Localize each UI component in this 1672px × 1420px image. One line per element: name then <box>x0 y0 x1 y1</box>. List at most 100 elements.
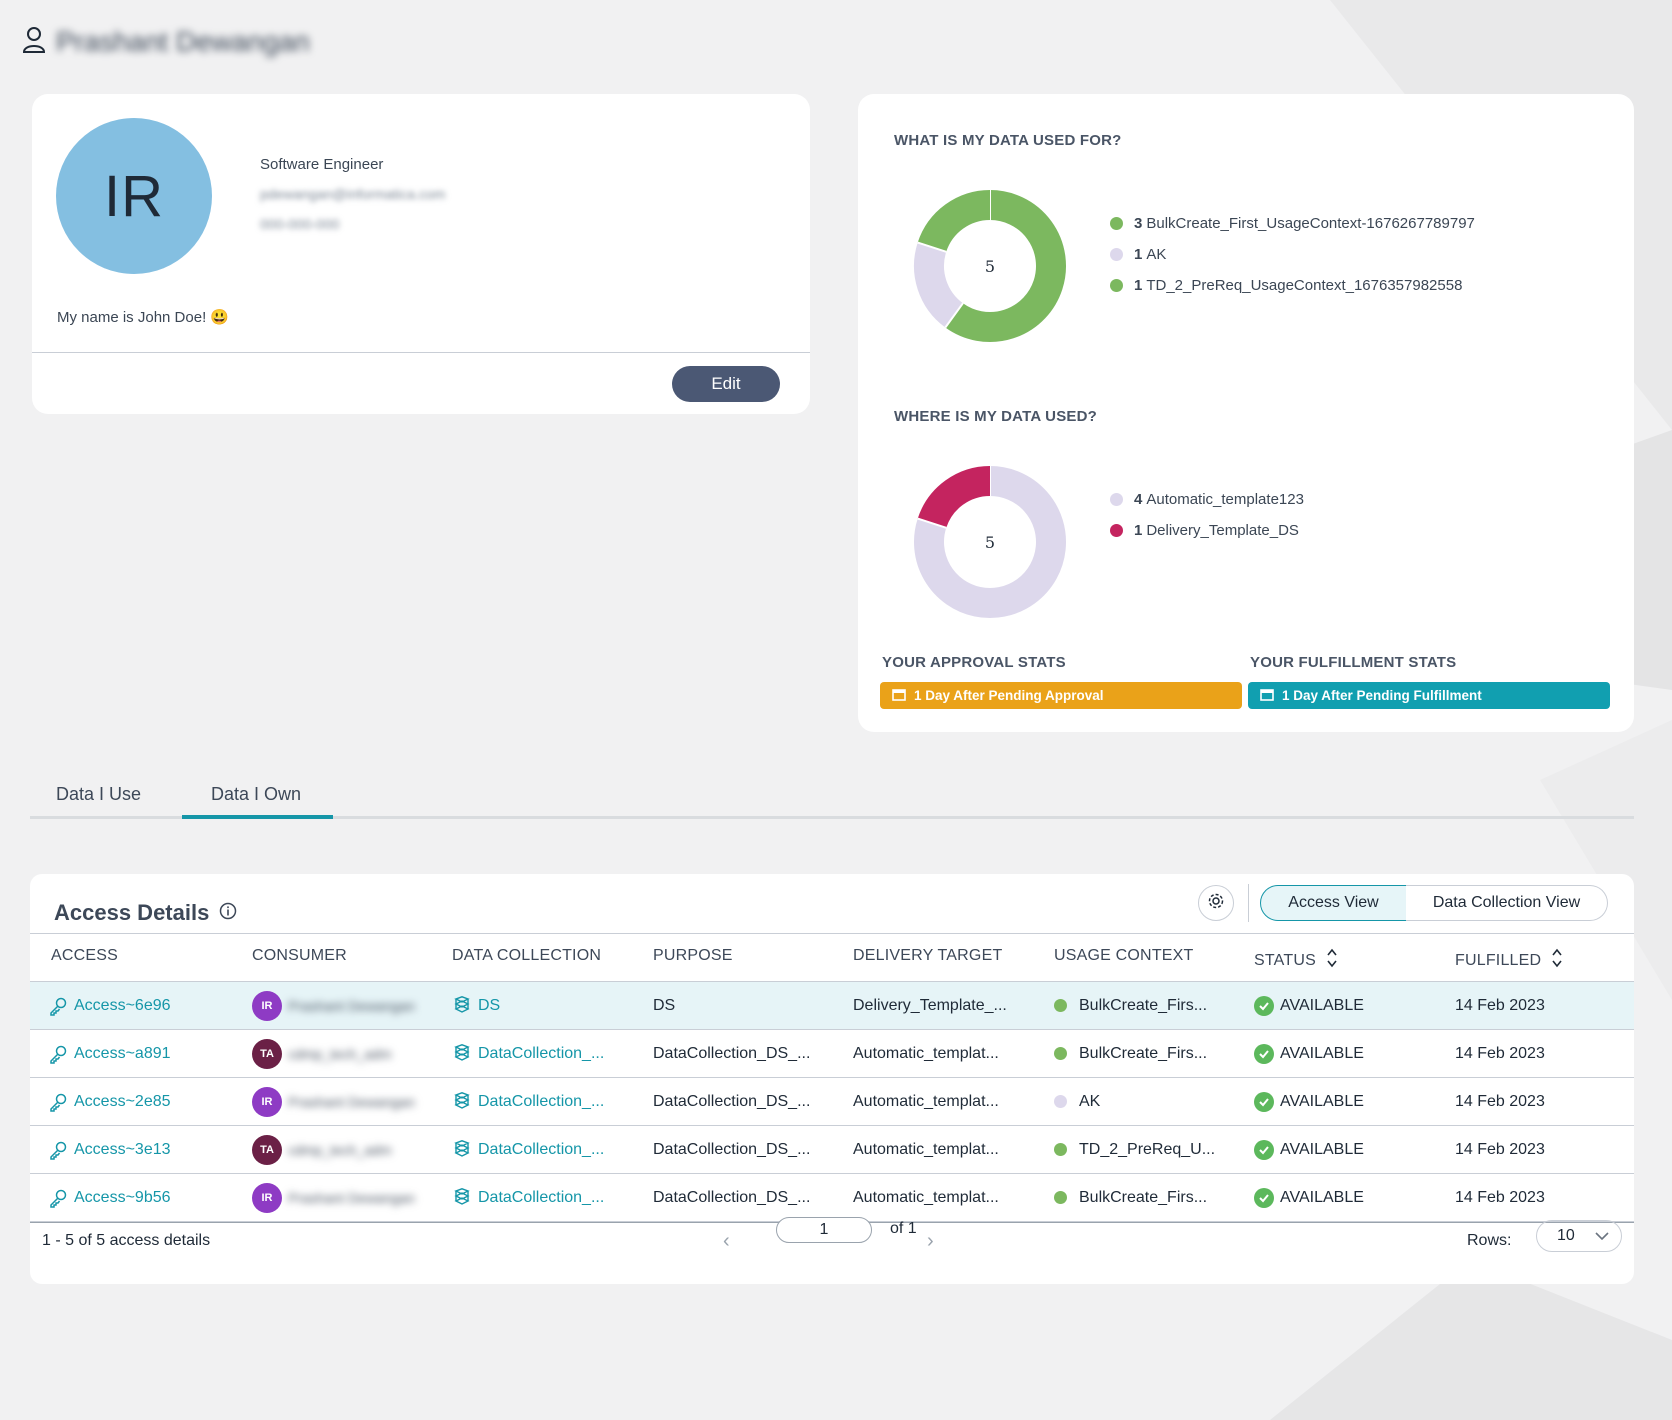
status-label: AVAILABLE <box>1280 1140 1364 1158</box>
donut-segment-separator <box>917 517 947 529</box>
sort-icon[interactable] <box>1326 947 1338 974</box>
check-circle-icon <box>1254 1139 1274 1160</box>
donut-segment[interactable] <box>917 190 991 253</box>
calendar-icon <box>892 688 906 704</box>
data-collection-link[interactable]: DataCollection_... <box>478 1188 605 1206</box>
fulfilled-cell: 14 Feb 2023 <box>1455 1188 1545 1206</box>
consumer-cell: TA cdmp_tech_adm <box>252 1126 392 1173</box>
stats-card: WHAT IS MY DATA USED FOR? 5 3 BulkCreate_… <box>858 94 1634 732</box>
toolbar-separator <box>1248 884 1249 922</box>
tab-data-i-own[interactable]: Data I Own <box>211 784 302 804</box>
table-row[interactable]: Access~6e96 IR Prashant Dewangan DS DS Delive… <box>30 982 1634 1030</box>
usage-context-cell: BulkCreate_Firs... <box>1054 982 1207 1029</box>
data-collection-link[interactable]: DS <box>478 996 501 1014</box>
legend-item[interactable]: 1 Delivery_Template_DS <box>1110 515 1304 546</box>
used-for-donut: 5 <box>914 190 1066 342</box>
page-count: of 1 <box>890 1220 917 1237</box>
legend-label: Delivery_Template_DS <box>1146 522 1299 539</box>
data-collection-cell[interactable]: DataCollection_... <box>452 1174 604 1221</box>
donut-segment[interactable] <box>917 466 991 529</box>
consumer-name: Prashant Dewangan <box>288 1189 415 1206</box>
column-header-data-collection: DATA COLLECTION <box>452 947 602 964</box>
column-header-status: STATUS <box>1254 951 1316 969</box>
page-number-input[interactable] <box>776 1217 872 1243</box>
legend-item[interactable]: 3 BulkCreate_First_UsageContext-167626778… <box>1110 208 1475 239</box>
access-cell[interactable]: Access~9b56 <box>48 1174 171 1221</box>
status-cell: AVAILABLE <box>1254 982 1364 1029</box>
column-header-usage-context: USAGE CONTEXT <box>1054 947 1194 964</box>
usage-context-cell: BulkCreate_Firs... <box>1054 1030 1207 1077</box>
table-row[interactable]: Access~9b56 IR Prashant Dewangan DataCollec… <box>30 1174 1634 1222</box>
status-label: AVAILABLE <box>1280 1092 1364 1110</box>
donut-segment[interactable] <box>945 190 1066 342</box>
status-cell: AVAILABLE <box>1254 1126 1364 1173</box>
info-icon[interactable] <box>219 900 237 926</box>
access-link[interactable]: Access~a891 <box>74 1044 171 1062</box>
data-collection-cell[interactable]: DS <box>452 982 500 1029</box>
header-top-line <box>30 933 1634 934</box>
edit-button[interactable]: Edit <box>672 366 780 402</box>
access-link[interactable]: Access~2e85 <box>74 1092 171 1110</box>
column-header-delivery-target: DELIVERY TARGET <box>853 947 1003 964</box>
column-header-status-wrap[interactable]: STATUS <box>1254 947 1338 974</box>
access-cell[interactable]: Access~a891 <box>48 1030 171 1077</box>
user-icon <box>22 26 46 59</box>
profile-email: pdewangan@informatica.com <box>260 186 446 202</box>
donut-segment[interactable] <box>914 242 964 328</box>
data-collection-view-toggle[interactable]: Data Collection View <box>1406 885 1608 921</box>
usage-context-label: AK <box>1079 1092 1101 1110</box>
used-where-legend: 4 Automatic_template123 1 Delivery_Template… <box>1110 484 1304 546</box>
data-collection-icon <box>452 1043 472 1064</box>
table-row[interactable]: Access~a891 TA cdmp_tech_adm DataCollection… <box>30 1030 1634 1078</box>
next-page-button[interactable]: › <box>927 1230 934 1252</box>
data-collection-link[interactable]: DataCollection_... <box>478 1140 605 1158</box>
legend-item[interactable]: 1 AK <box>1110 239 1475 270</box>
table-row[interactable]: Access~3e13 TA cdmp_tech_adm DataCollection… <box>30 1126 1634 1174</box>
access-link[interactable]: Access~9b56 <box>74 1188 171 1206</box>
column-header-fulfilled: FULFILLED <box>1455 951 1542 969</box>
donut-segment[interactable] <box>914 466 1066 618</box>
approval-badge-label: 1 Day After Pending Approval <box>914 688 1104 703</box>
check-circle-icon <box>1254 1187 1274 1208</box>
header-bottom-line <box>30 981 1634 982</box>
access-view-toggle[interactable]: Access View <box>1260 885 1407 921</box>
access-cell[interactable]: Access~2e85 <box>48 1078 171 1125</box>
column-header-fulfilled-wrap[interactable]: FULFILLED <box>1455 947 1563 974</box>
usage-context-label: BulkCreate_Firs... <box>1079 1188 1208 1206</box>
legend-count: 1 <box>1134 277 1143 294</box>
data-collection-icon <box>452 1091 472 1112</box>
chevron-down-icon <box>1595 1227 1609 1245</box>
status-cell: AVAILABLE <box>1254 1078 1364 1125</box>
data-collection-link[interactable]: DataCollection_... <box>478 1044 605 1062</box>
access-cell[interactable]: Access~3e13 <box>48 1126 171 1173</box>
table-row[interactable]: Access~2e85 IR Prashant Dewangan DataCollec… <box>30 1078 1634 1126</box>
usage-context-dot <box>1054 1047 1067 1060</box>
access-details-title-wrap: Access Details <box>54 900 237 926</box>
legend-item[interactable]: 4 Automatic_template123 <box>1110 484 1304 515</box>
legend-count: 4 <box>1134 491 1143 508</box>
purpose-cell: DataCollection_DS_... <box>653 1140 811 1158</box>
settings-button[interactable] <box>1198 885 1234 921</box>
data-collection-link[interactable]: DataCollection_... <box>478 1092 605 1110</box>
legend-item[interactable]: 1 TD_2_PreReq_UsageContext_1676357982558 <box>1110 270 1475 301</box>
avatar-initials: IR <box>104 163 164 229</box>
avatar: TA <box>252 1038 282 1069</box>
calendar-icon <box>1260 688 1274 704</box>
data-collection-cell[interactable]: DataCollection_... <box>452 1030 604 1077</box>
access-cell[interactable]: Access~6e96 <box>48 982 171 1029</box>
approval-badge[interactable]: 1 Day After Pending Approval <box>880 682 1242 709</box>
access-link[interactable]: Access~3e13 <box>74 1140 171 1158</box>
legend-dot <box>1110 217 1123 230</box>
usage-context-dot <box>1054 1191 1067 1204</box>
access-link[interactable]: Access~6e96 <box>74 996 171 1014</box>
sort-icon[interactable] <box>1551 947 1563 974</box>
rows-per-page-select[interactable]: 10 <box>1536 1220 1622 1252</box>
previous-page-button[interactable]: ‹ <box>723 1230 730 1252</box>
data-collection-cell[interactable]: DataCollection_... <box>452 1078 604 1125</box>
data-collection-cell[interactable]: DataCollection_... <box>452 1126 604 1173</box>
tab-data-i-use[interactable]: Data I Use <box>56 784 142 804</box>
fulfillment-badge[interactable]: 1 Day After Pending Fulfillment <box>1248 682 1610 709</box>
usage-context-label: TD_2_PreReq_U... <box>1079 1140 1216 1158</box>
avatar: IR <box>252 1182 282 1213</box>
consumer-name: cdmp_tech_adm <box>288 1045 392 1062</box>
